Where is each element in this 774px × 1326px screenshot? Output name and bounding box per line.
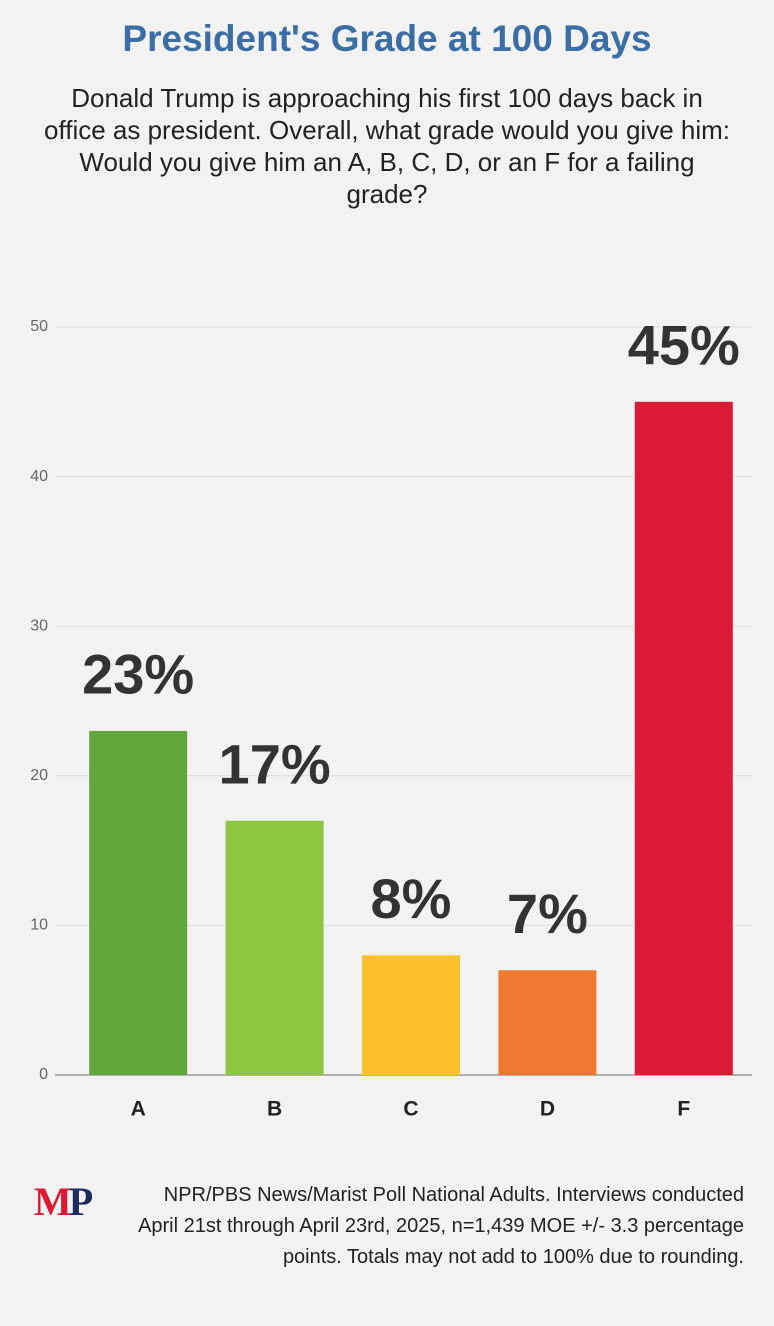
value-label: 8%: [371, 867, 452, 930]
bar: [362, 955, 460, 1075]
y-tick-label: 50: [30, 318, 48, 335]
chart-subtitle: Donald Trump is approaching his first 10…: [44, 83, 730, 209]
bar: [89, 730, 188, 1075]
chart: 0 10 20 30 40 50 A 23% B 17% C 8% D 7% F 45%: [30, 314, 752, 1121]
chart-title: President's Grade at 100 Days: [122, 18, 652, 59]
source-note: NPR/PBS News/Marist Poll National Adults…: [138, 1184, 744, 1268]
bar: [634, 401, 733, 1075]
x-tick-label: A: [131, 1098, 146, 1121]
value-label: 7%: [507, 882, 588, 945]
y-tick-label: 0: [39, 1066, 48, 1083]
logo-m: M: [34, 1179, 72, 1224]
x-tick-label: C: [403, 1098, 418, 1121]
bar: [498, 970, 597, 1075]
x-tick-label: D: [540, 1098, 555, 1121]
y-tick-label: 40: [30, 468, 48, 485]
y-tick-label: 10: [30, 917, 48, 934]
y-tick-label: 20: [30, 767, 48, 784]
value-label: 45%: [628, 314, 740, 377]
x-tick-label: B: [267, 1098, 282, 1121]
logo: MP: [34, 1178, 94, 1225]
y-tick-label: 30: [30, 617, 48, 634]
x-tick-label: F: [677, 1098, 690, 1121]
bar: [225, 820, 324, 1075]
value-label: 23%: [82, 643, 194, 706]
logo-p: P: [68, 1179, 94, 1224]
value-label: 17%: [219, 732, 331, 795]
